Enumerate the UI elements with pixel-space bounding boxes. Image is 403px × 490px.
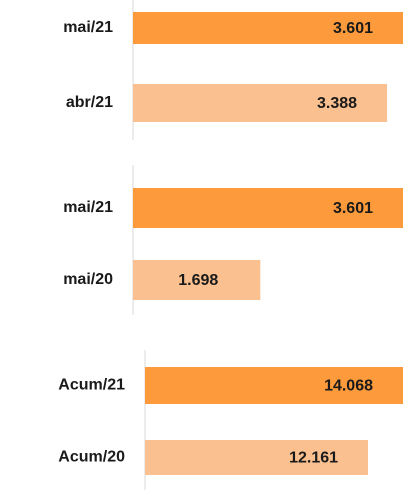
bar [145, 440, 369, 475]
category-label: Acum/21 [58, 377, 125, 394]
value-label: 3.601 [333, 20, 373, 37]
bar [133, 84, 388, 122]
category-label: abr/21 [66, 94, 113, 111]
bar [133, 188, 403, 228]
category-label: mai/20 [63, 271, 113, 288]
value-label: 3.601 [333, 200, 373, 217]
value-label: 3.388 [317, 95, 357, 112]
bar [133, 12, 403, 44]
value-label: 1.698 [178, 272, 218, 289]
bar [133, 260, 261, 300]
value-label: 12.161 [289, 450, 338, 467]
category-label: Acum/20 [58, 449, 125, 466]
value-label: 14.068 [324, 378, 373, 395]
bar [145, 367, 403, 404]
category-label: mai/21 [63, 199, 113, 216]
category-label: mai/21 [63, 19, 113, 36]
